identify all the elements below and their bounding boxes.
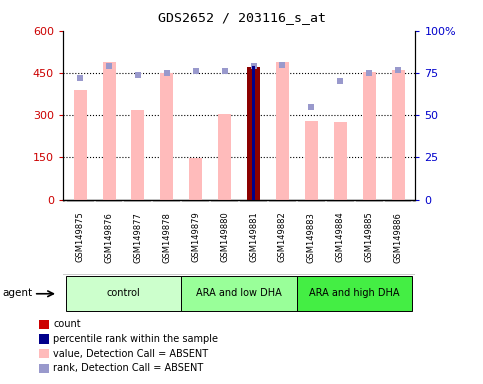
Bar xyxy=(66,276,181,311)
Text: value, Detection Call = ABSENT: value, Detection Call = ABSENT xyxy=(53,349,208,359)
Text: GSM149885: GSM149885 xyxy=(365,212,374,263)
Bar xyxy=(131,109,144,200)
Text: count: count xyxy=(53,319,81,329)
Bar xyxy=(73,90,86,200)
Text: percentile rank within the sample: percentile rank within the sample xyxy=(53,334,218,344)
Text: ARA and high DHA: ARA and high DHA xyxy=(310,288,400,298)
Bar xyxy=(297,276,412,311)
Text: GSM149881: GSM149881 xyxy=(249,212,258,263)
Text: GSM149883: GSM149883 xyxy=(307,212,316,263)
Bar xyxy=(189,158,202,200)
Text: GSM149882: GSM149882 xyxy=(278,212,287,263)
Text: agent: agent xyxy=(2,288,32,298)
Bar xyxy=(392,70,405,200)
Bar xyxy=(218,114,231,200)
Bar xyxy=(305,121,318,200)
Text: GSM149886: GSM149886 xyxy=(394,212,402,263)
Text: rank, Detection Call = ABSENT: rank, Detection Call = ABSENT xyxy=(53,363,203,373)
Text: GDS2652 / 203116_s_at: GDS2652 / 203116_s_at xyxy=(157,11,326,24)
Text: GSM149878: GSM149878 xyxy=(162,212,171,263)
Bar xyxy=(363,71,376,200)
Bar xyxy=(247,67,260,200)
Text: control: control xyxy=(107,288,141,298)
Text: ARA and low DHA: ARA and low DHA xyxy=(196,288,282,298)
Bar xyxy=(276,62,289,200)
Text: GSM149879: GSM149879 xyxy=(191,212,200,263)
Text: GSM149880: GSM149880 xyxy=(220,212,229,263)
Text: GSM149877: GSM149877 xyxy=(133,212,142,263)
Bar xyxy=(334,122,347,200)
Bar xyxy=(181,276,297,311)
Text: GSM149884: GSM149884 xyxy=(336,212,345,263)
Bar xyxy=(102,62,115,200)
Bar xyxy=(252,66,255,200)
Text: GSM149876: GSM149876 xyxy=(104,212,114,263)
Bar xyxy=(160,73,173,200)
Text: GSM149875: GSM149875 xyxy=(76,212,85,263)
